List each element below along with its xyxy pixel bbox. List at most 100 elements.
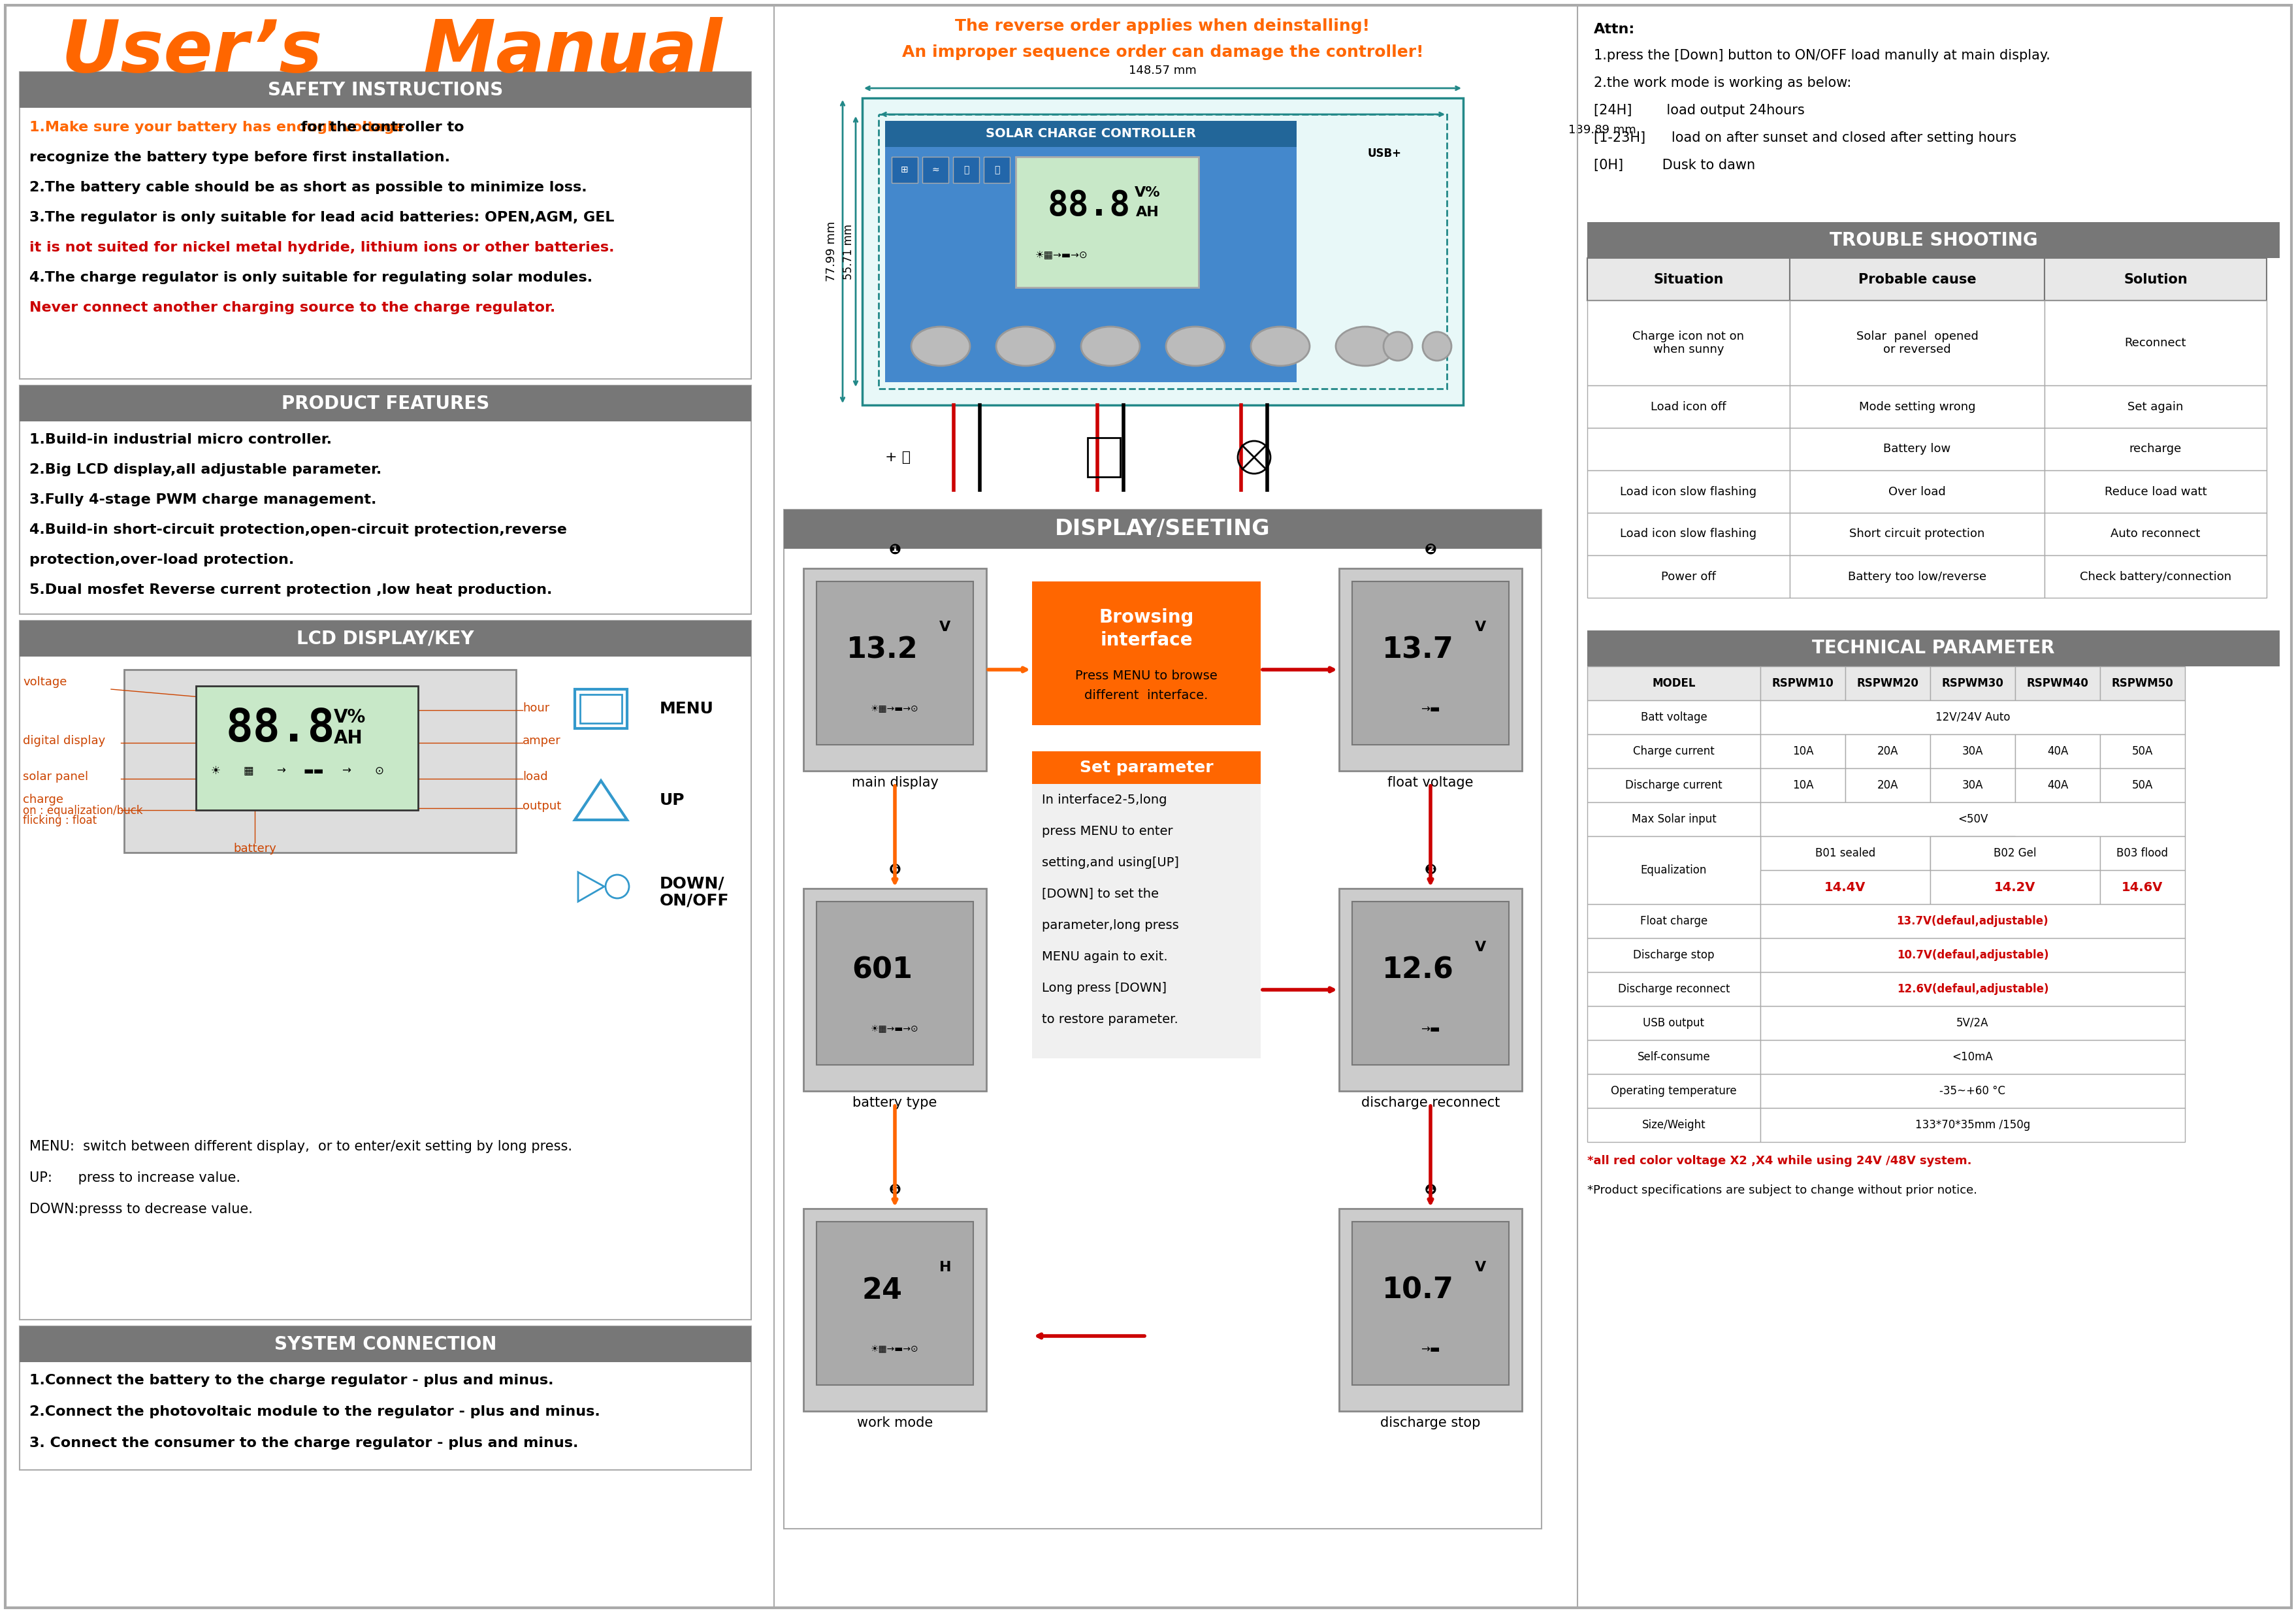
Text: 20A: 20A — [1876, 745, 1899, 756]
Text: USB+: USB+ — [1368, 148, 1401, 160]
Text: Solution: Solution — [2124, 273, 2186, 286]
Ellipse shape — [912, 327, 969, 366]
Bar — [1587, 700, 1759, 734]
Bar — [1587, 1007, 1759, 1040]
Bar — [1587, 939, 1759, 973]
Bar — [884, 121, 1297, 382]
Text: 20A: 20A — [1876, 779, 1899, 790]
Text: 🔒: 🔒 — [994, 165, 999, 174]
Text: for the controller to: for the controller to — [296, 121, 464, 134]
Bar — [1587, 300, 1789, 386]
Text: 3.Fully 4-stage PWM charge management.: 3.Fully 4-stage PWM charge management. — [30, 494, 377, 506]
Text: 24: 24 — [861, 1276, 902, 1305]
Text: Short circuit protection: Short circuit protection — [1848, 527, 1984, 540]
Bar — [1587, 427, 1789, 471]
Text: TECHNICAL PARAMETER: TECHNICAL PARAMETER — [1812, 639, 2055, 658]
Bar — [1789, 427, 2043, 471]
Text: 2.Big LCD display,all adjustable parameter.: 2.Big LCD display,all adjustable paramet… — [30, 463, 381, 476]
Text: ☀▦→▬→⊙: ☀▦→▬→⊙ — [870, 705, 918, 713]
Text: 1.Connect the battery to the charge regulator - plus and minus.: 1.Connect the battery to the charge regu… — [30, 1374, 553, 1387]
Bar — [1759, 1108, 2183, 1142]
Text: 4.Build-in short-circuit protection,open-circuit protection,reverse: 4.Build-in short-circuit protection,open… — [30, 523, 567, 537]
Bar — [1759, 666, 1844, 700]
Bar — [817, 1221, 974, 1386]
Text: ▬▬: ▬▬ — [303, 765, 324, 777]
Text: recognize the battery type before first installation.: recognize the battery type before first … — [30, 152, 450, 165]
Text: 3.The regulator is only suitable for lead acid batteries: OPEN,AGM, GEL: 3.The regulator is only suitable for lea… — [30, 211, 613, 224]
Bar — [124, 669, 517, 853]
Text: battery: battery — [234, 842, 276, 855]
Text: 2.The battery cable should be as short as possible to minimize loss.: 2.The battery cable should be as short a… — [30, 181, 588, 194]
Text: Size/Weight: Size/Weight — [1642, 1119, 1706, 1131]
Bar — [891, 156, 918, 182]
Text: [24H]        load output 24hours: [24H] load output 24hours — [1593, 103, 1805, 116]
Text: work mode: work mode — [856, 1416, 932, 1429]
Text: LCD DISPLAY/KEY: LCD DISPLAY/KEY — [296, 629, 473, 648]
Bar — [1031, 752, 1261, 784]
Text: ☀▦→▬→⊙: ☀▦→▬→⊙ — [870, 1345, 918, 1353]
Bar — [817, 902, 974, 1065]
Bar — [2043, 300, 2266, 386]
Bar — [2099, 768, 2183, 802]
Text: 55.71 mm: 55.71 mm — [843, 224, 854, 279]
Bar — [1587, 836, 1759, 905]
Text: ❺: ❺ — [889, 1184, 900, 1197]
Text: 50A: 50A — [2131, 779, 2151, 790]
Bar — [1587, 1108, 1759, 1142]
Text: DOWN/: DOWN/ — [659, 876, 726, 890]
Text: RSPWM50: RSPWM50 — [2110, 677, 2172, 689]
Text: Charge icon not on
when sunny: Charge icon not on when sunny — [1632, 331, 1745, 355]
Text: discharge reconnect: discharge reconnect — [1362, 1097, 1499, 1110]
Text: flicking : float: flicking : float — [23, 815, 96, 826]
Text: 1.press the [Down] button to ON/OFF load manully at main display.: 1.press the [Down] button to ON/OFF load… — [1593, 48, 2050, 61]
Text: SAFETY INSTRUCTIONS: SAFETY INSTRUCTIONS — [269, 81, 503, 98]
Bar — [1759, 905, 2183, 939]
Ellipse shape — [1336, 327, 1394, 366]
Bar — [1587, 258, 1789, 300]
Text: load: load — [523, 771, 549, 782]
Bar — [1587, 734, 1759, 768]
Text: 3. Connect the consumer to the charge regulator - plus and minus.: 3. Connect the consumer to the charge re… — [30, 1437, 579, 1450]
Text: DOWN:presss to decrease value.: DOWN:presss to decrease value. — [30, 1203, 253, 1216]
Bar — [1352, 1221, 1508, 1386]
Text: SYSTEM CONNECTION: SYSTEM CONNECTION — [273, 1336, 496, 1353]
Bar — [1759, 836, 1929, 869]
Bar — [21, 621, 751, 656]
Text: 14.6V: 14.6V — [2122, 881, 2163, 894]
Bar — [1031, 581, 1261, 726]
Bar — [1587, 1040, 1759, 1074]
Text: V: V — [1474, 621, 1486, 634]
Text: ▦: ▦ — [243, 765, 253, 777]
Text: Discharge current: Discharge current — [1626, 779, 1722, 790]
Text: PRODUCT FEATURES: PRODUCT FEATURES — [282, 394, 489, 413]
Text: <10mA: <10mA — [1952, 1052, 1993, 1063]
Text: amper: amper — [523, 736, 560, 747]
Text: The reverse order applies when deinstalling!: The reverse order applies when deinstall… — [955, 18, 1371, 34]
Text: 50A: 50A — [2131, 745, 2151, 756]
Bar — [1759, 939, 2183, 973]
Text: to restore parameter.: to restore parameter. — [1042, 1013, 1178, 1026]
Text: Float charge: Float charge — [1639, 915, 1706, 927]
Bar — [983, 156, 1010, 182]
Bar — [1352, 902, 1508, 1065]
Bar — [1844, 734, 1929, 768]
Text: Never connect another charging source to the charge regulator.: Never connect another charging source to… — [30, 302, 556, 315]
Text: output: output — [523, 800, 560, 811]
Text: Equalization: Equalization — [1639, 865, 1706, 876]
Text: ☀▦→▬→⊙: ☀▦→▬→⊙ — [1035, 250, 1088, 260]
Text: ⏱: ⏱ — [962, 165, 969, 174]
Text: 30A: 30A — [1961, 779, 1984, 790]
Text: 12.6: 12.6 — [1382, 957, 1453, 984]
Text: *all red color voltage X2 ,X4 while using 24V /48V system.: *all red color voltage X2 ,X4 while usin… — [1587, 1155, 1972, 1166]
Text: 30A: 30A — [1961, 745, 1984, 756]
Bar — [1015, 156, 1199, 287]
Text: Check battery/connection: Check battery/connection — [2080, 571, 2232, 582]
Text: RSPWM30: RSPWM30 — [1940, 677, 2002, 689]
Bar — [1587, 223, 2280, 258]
Bar — [1339, 1208, 1522, 1411]
Text: Power off: Power off — [1660, 571, 1715, 582]
Text: B03 flood: B03 flood — [2117, 847, 2167, 860]
Ellipse shape — [1081, 327, 1139, 366]
Text: Battery too low/reverse: Battery too low/reverse — [1848, 571, 1986, 582]
Bar — [783, 510, 1541, 1529]
